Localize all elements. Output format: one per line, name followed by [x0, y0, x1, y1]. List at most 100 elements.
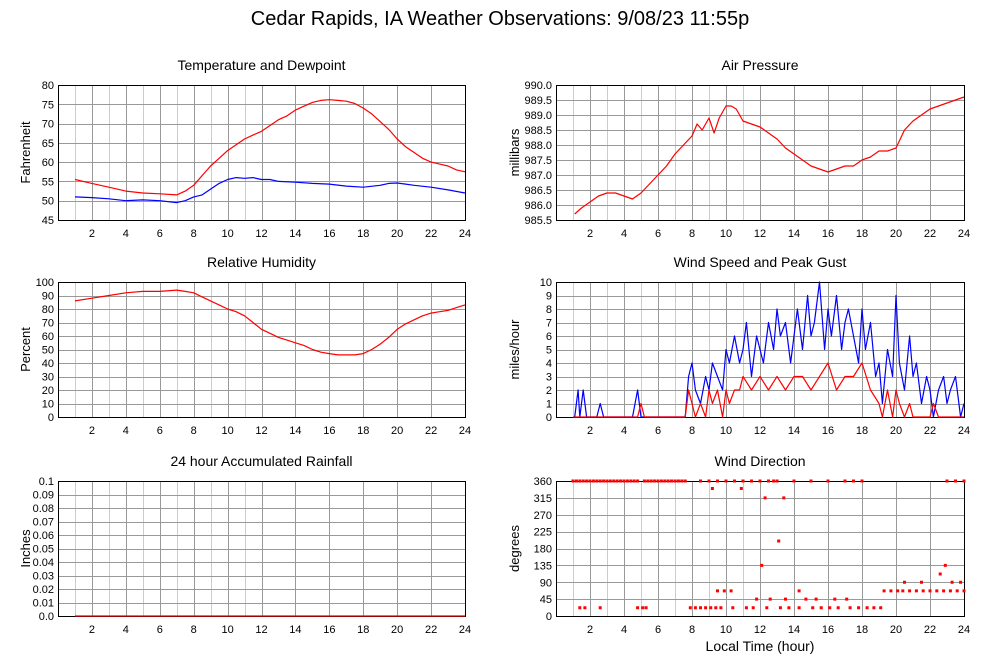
x-tick-label: 16 — [323, 624, 335, 636]
data-point — [716, 479, 719, 483]
data-point — [571, 479, 575, 483]
x-tick-label: 12 — [255, 228, 267, 240]
panel-title: Relative Humidity — [207, 254, 316, 270]
data-point — [809, 479, 813, 483]
y-tick-label: 0.08 — [33, 503, 54, 515]
x-tick-label: 2 — [89, 425, 95, 437]
y-tick-label: 9 — [546, 291, 552, 303]
x-tick-label: 6 — [157, 425, 163, 437]
y-tick-label: 989.5 — [524, 95, 552, 107]
y-tick-label: 65 — [42, 138, 54, 150]
y-tick-label: 90 — [42, 291, 54, 303]
chart-panel-3: Relative Humidity01020304050607080901002… — [18, 254, 471, 437]
x-tick-label: 22 — [924, 624, 936, 636]
data-point — [688, 606, 692, 610]
x-tick-label: 16 — [323, 228, 335, 240]
y-axis-label: Fahrenheit — [18, 121, 33, 184]
x-tick-label: 14 — [289, 624, 301, 636]
y-tick-label: 0.04 — [33, 557, 54, 569]
x-tick-label: 16 — [822, 425, 834, 437]
x-tick-label: 4 — [621, 624, 627, 636]
data-point — [792, 479, 796, 483]
data-point — [636, 606, 640, 610]
data-point — [663, 479, 667, 483]
data-point — [948, 589, 952, 593]
x-tick-label: 20 — [391, 624, 403, 636]
data-point — [739, 487, 743, 490]
y-tick-label: 30 — [42, 372, 54, 384]
data-point — [943, 563, 947, 567]
x-tick-label: 18 — [856, 228, 868, 240]
x-tick-label: 10 — [221, 228, 233, 240]
data-point — [670, 479, 674, 483]
data-point — [860, 479, 864, 483]
panel-title: Wind Speed and Peak Gust — [674, 254, 847, 270]
data-point — [921, 589, 925, 593]
y-tick-label: 20 — [42, 385, 54, 397]
data-point — [724, 479, 728, 483]
data-point — [656, 479, 660, 483]
x-tick-label: 20 — [890, 624, 902, 636]
x-tick-label: 6 — [157, 624, 163, 636]
y-tick-label: 0.06 — [33, 530, 54, 542]
y-tick-label: 5 — [546, 345, 552, 357]
x-tick-label: 8 — [689, 425, 695, 437]
data-point — [959, 580, 963, 584]
y-tick-label: 75 — [42, 99, 54, 111]
x-tick-label: 14 — [788, 228, 800, 240]
x-tick-label: 24 — [958, 624, 970, 636]
chart-panel-5: 24 hour Accumulated Rainfall0.00.010.020… — [18, 453, 471, 636]
data-point — [928, 589, 932, 593]
data-point — [778, 606, 782, 610]
y-axis-label: Percent — [18, 327, 33, 372]
y-tick-label: 60 — [42, 157, 54, 169]
data-point — [811, 606, 815, 610]
x-tick-label: 12 — [255, 425, 267, 437]
data-point — [676, 479, 680, 483]
data-point — [755, 597, 759, 601]
data-point — [646, 479, 650, 483]
data-point — [680, 479, 684, 483]
y-tick-label: 2 — [546, 385, 552, 397]
data-point — [882, 589, 886, 593]
data-point — [741, 479, 745, 483]
grid-lines — [58, 282, 466, 418]
y-axis-label: millibars — [507, 128, 522, 176]
y-tick-label: 3 — [546, 372, 552, 384]
data-point — [804, 597, 808, 601]
x-tick-label: 18 — [856, 624, 868, 636]
data-point — [649, 479, 653, 483]
y-tick-label: 60 — [42, 331, 54, 343]
series-line-2 — [573, 362, 964, 418]
panel-title: 24 hour Accumulated Rainfall — [170, 453, 352, 469]
data-point — [615, 479, 619, 483]
data-point — [955, 589, 959, 593]
panel-title: Temperature and Dewpoint — [177, 57, 345, 73]
y-tick-label: 0.07 — [33, 517, 54, 529]
x-tick-label: 10 — [221, 624, 233, 636]
x-tick-label: 14 — [788, 425, 800, 437]
data-point — [760, 563, 764, 567]
data-point — [945, 479, 949, 483]
y-tick-label: 986.5 — [524, 185, 552, 197]
x-tick-label: 24 — [958, 425, 970, 437]
data-point — [714, 606, 718, 610]
data-point — [699, 479, 702, 483]
y-tick-label: 4 — [546, 358, 552, 370]
data-point — [865, 606, 869, 610]
y-tick-label: 315 — [534, 493, 552, 505]
y-tick-label: 270 — [534, 510, 552, 522]
data-point — [719, 606, 723, 610]
data-point — [622, 479, 626, 483]
y-tick-label: 0.02 — [33, 584, 54, 596]
plot-area — [58, 282, 465, 417]
x-tick-label: 22 — [924, 228, 936, 240]
plot-area — [58, 481, 465, 616]
y-tick-label: 45 — [42, 215, 54, 227]
data-point — [908, 589, 912, 593]
x-tick-label: 2 — [89, 228, 95, 240]
x-tick-label: 6 — [655, 228, 661, 240]
x-axis-label: Local Time (hour) — [706, 638, 815, 654]
chart-panel-2: Air Pressure 985.5 986.0 986.5 987.0 987.5 988… — [507, 57, 970, 240]
